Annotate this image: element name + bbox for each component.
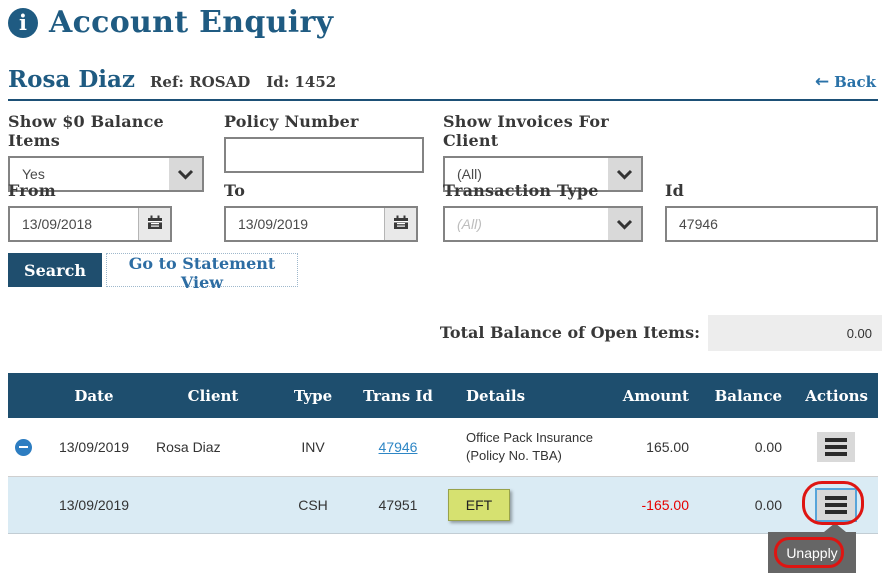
- transaction-type-select[interactable]: (All): [443, 206, 643, 242]
- table-row-cash: 13/09/2019 CSH 47951 EFT -165.00 0.00: [8, 477, 878, 534]
- policy-number-input[interactable]: [224, 137, 424, 173]
- cell-details: EFT: [448, 489, 603, 521]
- filter-show-zero-balance: Show $0 Balance Items Yes: [8, 112, 204, 192]
- header-divider: [8, 99, 878, 101]
- cell-balance: 0.00: [754, 439, 782, 455]
- cell-type: INV: [301, 439, 325, 455]
- total-balance-value: 0.00: [708, 315, 882, 351]
- unapply-menu-item[interactable]: Unapply: [786, 544, 838, 561]
- info-icon: i: [8, 7, 38, 38]
- col-trans-id: Trans Id: [363, 386, 433, 405]
- filter-policy-number: Policy Number: [224, 112, 424, 173]
- to-date-label: To: [224, 181, 246, 200]
- transaction-type-value: (All): [457, 216, 482, 232]
- collapse-row-button[interactable]: [15, 438, 32, 456]
- policy-number-label: Policy Number: [224, 112, 359, 131]
- id-label: Id: [665, 181, 685, 200]
- col-actions: Actions: [805, 386, 868, 405]
- client-id: Id: 1452: [266, 73, 337, 91]
- to-date-input[interactable]: [226, 208, 384, 240]
- to-date-group: [224, 206, 418, 242]
- cell-amount: -165.00: [641, 497, 689, 513]
- eft-highlight: EFT: [448, 489, 510, 521]
- cell-details: Office Pack Insurance (Policy No. TBA): [448, 429, 603, 465]
- col-details: Details: [466, 386, 526, 405]
- client-header: Rosa Diaz Ref: ROSAD Id: 1452 ← Back: [8, 66, 876, 93]
- back-arrow-icon: ←: [814, 72, 830, 92]
- page-header: i Account Enquiry: [8, 5, 333, 40]
- row-actions-menu-button[interactable]: [814, 488, 857, 522]
- transaction-type-label: Transaction Type: [443, 181, 599, 200]
- client-name: Rosa Diaz: [8, 66, 135, 93]
- calendar-icon: [147, 215, 163, 233]
- tooltip-arrow: [824, 523, 846, 532]
- cell-date: 13/09/2019: [58, 439, 130, 455]
- cell-client: Rosa Diaz: [156, 439, 221, 455]
- cell-trans-id: 47951: [378, 497, 418, 513]
- invoices-for-client-select[interactable]: (All): [443, 156, 643, 192]
- col-type: Type: [293, 386, 333, 405]
- filter-transaction-type: Transaction Type (All): [443, 181, 643, 242]
- table-row-invoice: 13/09/2019 Rosa Diaz INV 47946 Office Pa…: [8, 418, 878, 477]
- id-input[interactable]: [665, 206, 878, 242]
- trans-id-link[interactable]: 47946: [378, 439, 418, 455]
- chevron-down-icon: [608, 158, 641, 190]
- search-button[interactable]: Search: [8, 253, 102, 287]
- invoices-for-client-label: Show Invoices For Client: [443, 112, 609, 150]
- show-zero-balance-value: Yes: [22, 166, 45, 182]
- filter-to-date: To: [224, 181, 418, 242]
- menu-icon: [824, 496, 847, 500]
- info-icon-glyph: i: [19, 10, 27, 35]
- col-date: Date: [74, 386, 114, 405]
- details-line-2: (Policy No. TBA): [466, 448, 562, 463]
- cell-trans-id: 47946: [348, 439, 448, 455]
- cell-date: 13/09/2019: [58, 497, 130, 513]
- details-line-1: Office Pack Insurance: [466, 429, 593, 445]
- filter-id: Id: [665, 181, 878, 242]
- transactions-table: Date Client Type Trans Id Details Amount…: [8, 373, 878, 534]
- page-title: Account Enquiry: [49, 5, 334, 40]
- filter-from-date: From: [8, 181, 172, 242]
- expander-cell: [8, 438, 40, 456]
- to-calendar-button[interactable]: [384, 208, 416, 240]
- cell-amount: 165.00: [646, 439, 689, 455]
- cell-balance: 0.00: [754, 497, 782, 513]
- from-date-label: From: [8, 181, 56, 200]
- table-header-row: Date Client Type Trans Id Details Amount…: [8, 373, 878, 418]
- from-date-group: [8, 206, 172, 242]
- invoices-for-client-value: (All): [457, 166, 482, 182]
- total-balance-label: Total Balance of Open Items:: [439, 323, 700, 342]
- client-ref: Ref: ROSAD: [149, 73, 251, 91]
- show-zero-balance-label: Show $0 Balance Items: [8, 112, 164, 150]
- minus-icon: [19, 446, 28, 448]
- from-calendar-button[interactable]: [138, 208, 170, 240]
- chevron-down-icon: [169, 158, 202, 190]
- menu-icon: [824, 438, 847, 442]
- from-date-input[interactable]: [10, 208, 138, 240]
- statement-view-button[interactable]: Go to Statement View: [106, 253, 298, 292]
- col-amount: Amount: [622, 386, 689, 405]
- filter-invoices-for-client: Show Invoices For Client (All): [443, 112, 643, 192]
- col-balance: Balance: [714, 386, 782, 405]
- calendar-icon: [393, 215, 409, 233]
- show-zero-balance-select[interactable]: Yes: [8, 156, 204, 192]
- actions-menu-popup: Unapply: [768, 523, 856, 573]
- back-label: Back: [834, 73, 876, 91]
- row-actions-menu-button[interactable]: [816, 432, 855, 462]
- chevron-down-icon: [608, 208, 641, 240]
- cell-actions: [793, 432, 878, 462]
- cell-type: CSH: [298, 497, 328, 513]
- back-link[interactable]: ← Back: [815, 72, 876, 92]
- cell-actions: [793, 488, 878, 522]
- total-balance-amount: 0.00: [846, 325, 872, 341]
- col-client: Client: [187, 386, 239, 405]
